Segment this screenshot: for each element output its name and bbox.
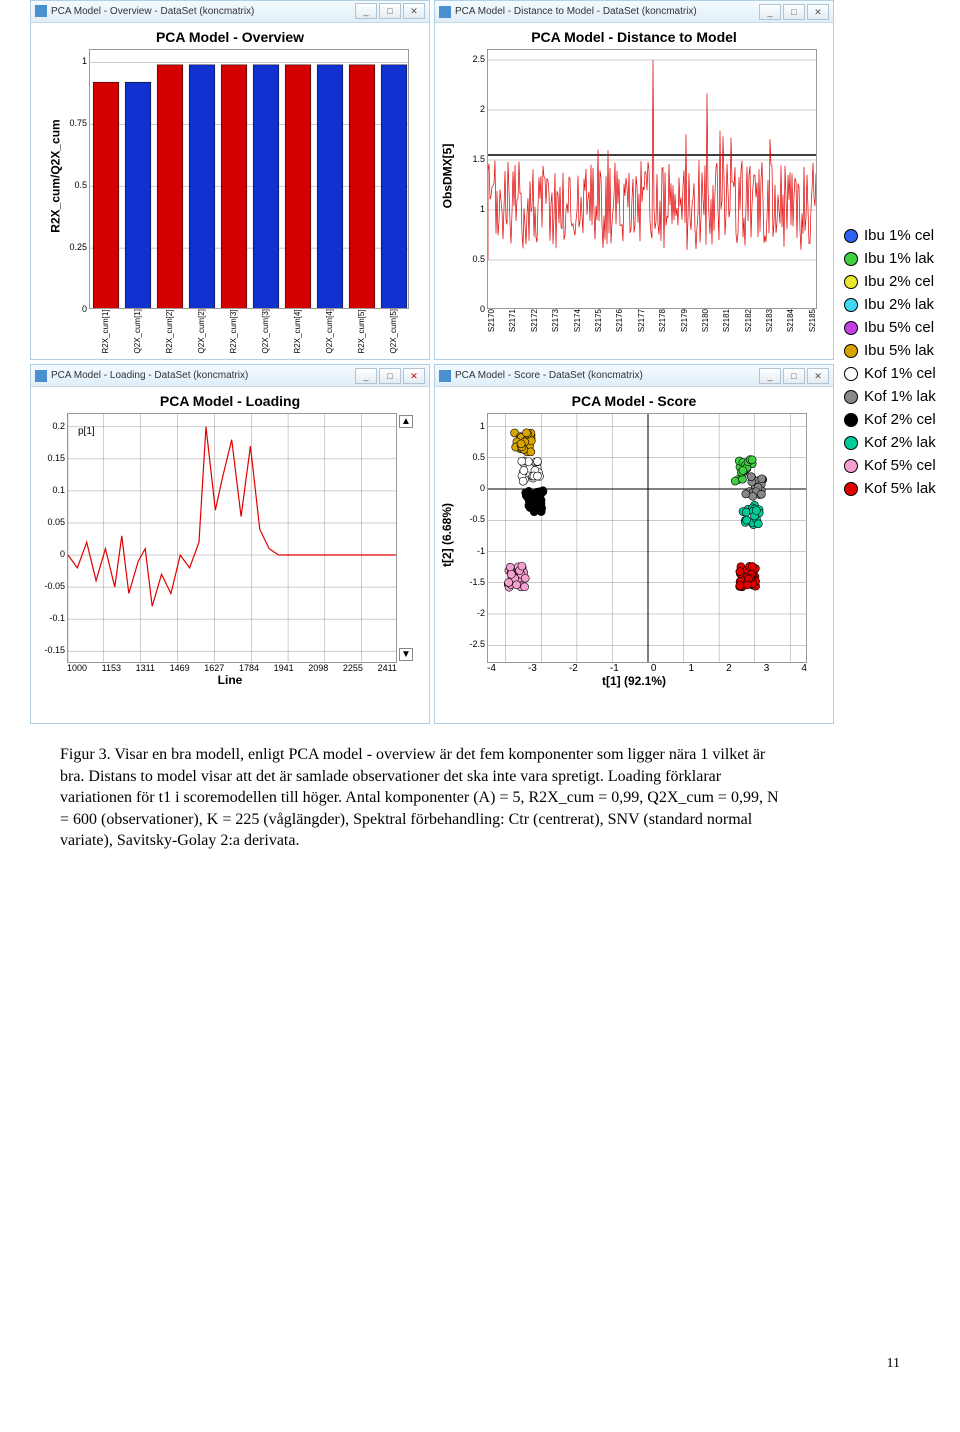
legend-swatch [844, 459, 858, 473]
legend-label: Kof 2% cel [864, 411, 936, 428]
legend-label: Kof 1% cel [864, 365, 936, 382]
legend-swatch [844, 298, 858, 312]
maximize-button[interactable]: □ [783, 368, 805, 384]
x-axis-label: t[1] (92.1%) [443, 674, 825, 688]
legend-label: Kof 1% lak [864, 388, 936, 405]
legend-label: Kof 5% lak [864, 480, 936, 497]
legend-item: Ibu 2% lak [844, 296, 958, 313]
window-score: PCA Model - Score - DataSet (koncmatrix)… [434, 364, 834, 724]
legend-label: Kof 2% lak [864, 434, 936, 451]
chart-title: PCA Model - Distance to Model [443, 29, 825, 45]
titlebar-text: PCA Model - Distance to Model - DataSet … [455, 6, 697, 17]
legend-item: Kof 2% lak [844, 434, 958, 451]
legend-swatch [844, 413, 858, 427]
y-ticks: -2.5-2-1.5-1-0.500.51 [463, 413, 487, 663]
maximize-button[interactable]: □ [379, 3, 401, 19]
titlebar-text: PCA Model - Score - DataSet (koncmatrix) [455, 370, 643, 381]
minimize-button[interactable]: _ [355, 368, 377, 384]
minimize-button[interactable]: _ [355, 3, 377, 19]
y-axis-label: ObsDMX[5] [440, 144, 454, 209]
legend-item: Kof 5% lak [844, 480, 958, 497]
legend-label: Ibu 5% lak [864, 342, 934, 359]
scroll-down-icon[interactable]: ▼ [399, 648, 413, 661]
x-axis-label: Line [39, 673, 421, 687]
legend-label: Ibu 2% lak [864, 296, 934, 313]
legend-item: Ibu 5% cel [844, 319, 958, 336]
window-overview: PCA Model - Overview - DataSet (koncmatr… [30, 0, 430, 360]
legend-item: Kof 2% cel [844, 411, 958, 428]
score-plot [487, 413, 807, 663]
x-ticks: R2X_cum[1]Q2X_cum[1]R2X_cum[2]Q2X_cum[2]… [89, 309, 409, 353]
app-icon [35, 370, 47, 382]
close-button[interactable]: ✕ [807, 368, 829, 384]
titlebar-score: PCA Model - Score - DataSet (koncmatrix)… [435, 365, 833, 387]
chart-title: PCA Model - Score [443, 393, 825, 409]
titlebar-text: PCA Model - Loading - DataSet (koncmatri… [51, 370, 248, 381]
legend-swatch [844, 229, 858, 243]
legend-swatch [844, 436, 858, 450]
close-button[interactable]: ✕ [403, 3, 425, 19]
y-ticks: 00.511.522.5 [463, 49, 487, 309]
loading-plot: p[1] [67, 413, 397, 663]
app-icon [439, 6, 451, 18]
x-ticks: -4-3-2-101234 [487, 663, 807, 674]
y-ticks: -0.15-0.1-0.0500.050.10.150.2 [39, 413, 67, 663]
legend: Ibu 1% cel Ibu 1% lak Ibu 2% cel Ibu 2% lak… [838, 0, 958, 724]
app-icon [35, 5, 47, 17]
x-ticks: S2170S2171S2172S2173S2174S2175S2176S2177… [487, 309, 817, 332]
legend-label: Ibu 2% cel [864, 273, 934, 290]
legend-swatch [844, 344, 858, 358]
legend-label: Kof 5% cel [864, 457, 936, 474]
distance-plot [487, 49, 817, 309]
chart-title: PCA Model - Loading [39, 393, 421, 409]
legend-swatch [844, 390, 858, 404]
legend-swatch [844, 482, 858, 496]
legend-item: Ibu 1% cel [844, 227, 958, 244]
legend-item: Kof 5% cel [844, 457, 958, 474]
titlebar-overview: PCA Model - Overview - DataSet (koncmatr… [31, 1, 429, 23]
window-distance: PCA Model - Distance to Model - DataSet … [434, 0, 834, 360]
legend-item: Ibu 1% lak [844, 250, 958, 267]
maximize-button[interactable]: □ [783, 4, 805, 20]
titlebar-text: PCA Model - Overview - DataSet (koncmatr… [51, 6, 254, 17]
maximize-button[interactable]: □ [379, 368, 401, 384]
page-number: 11 [887, 1356, 900, 1372]
legend-label: Ibu 1% cel [864, 227, 934, 244]
legend-swatch [844, 252, 858, 266]
legend-label: Ibu 5% cel [864, 319, 934, 336]
window-loading: PCA Model - Loading - DataSet (koncmatri… [30, 364, 430, 724]
chart-title: PCA Model - Overview [39, 29, 421, 45]
close-button[interactable]: ✕ [403, 368, 425, 384]
app-icon [439, 370, 451, 382]
scroll-up-icon[interactable]: ▲ [399, 415, 413, 428]
legend-item: Kof 1% cel [844, 365, 958, 382]
legend-item: Kof 1% lak [844, 388, 958, 405]
minimize-button[interactable]: _ [759, 4, 781, 20]
y-axis-label: t[2] (6.68%) [440, 503, 454, 567]
close-button[interactable]: ✕ [807, 4, 829, 20]
legend-swatch [844, 275, 858, 289]
minimize-button[interactable]: _ [759, 368, 781, 384]
svg-text:p[1]: p[1] [78, 426, 95, 437]
legend-swatch [844, 321, 858, 335]
titlebar-distance: PCA Model - Distance to Model - DataSet … [435, 1, 833, 23]
legend-label: Ibu 1% lak [864, 250, 934, 267]
legend-swatch [844, 367, 858, 381]
y-ticks: 00.250.50.751 [61, 49, 89, 309]
x-ticks: 1000115313111469162717841941209822552411 [67, 663, 397, 673]
legend-item: Ibu 5% lak [844, 342, 958, 359]
titlebar-loading: PCA Model - Loading - DataSet (koncmatri… [31, 365, 429, 387]
overview-plot [89, 49, 409, 309]
figure-caption: Figur 3. Visar en bra modell, enligt PCA… [30, 744, 810, 852]
legend-item: Ibu 2% cel [844, 273, 958, 290]
